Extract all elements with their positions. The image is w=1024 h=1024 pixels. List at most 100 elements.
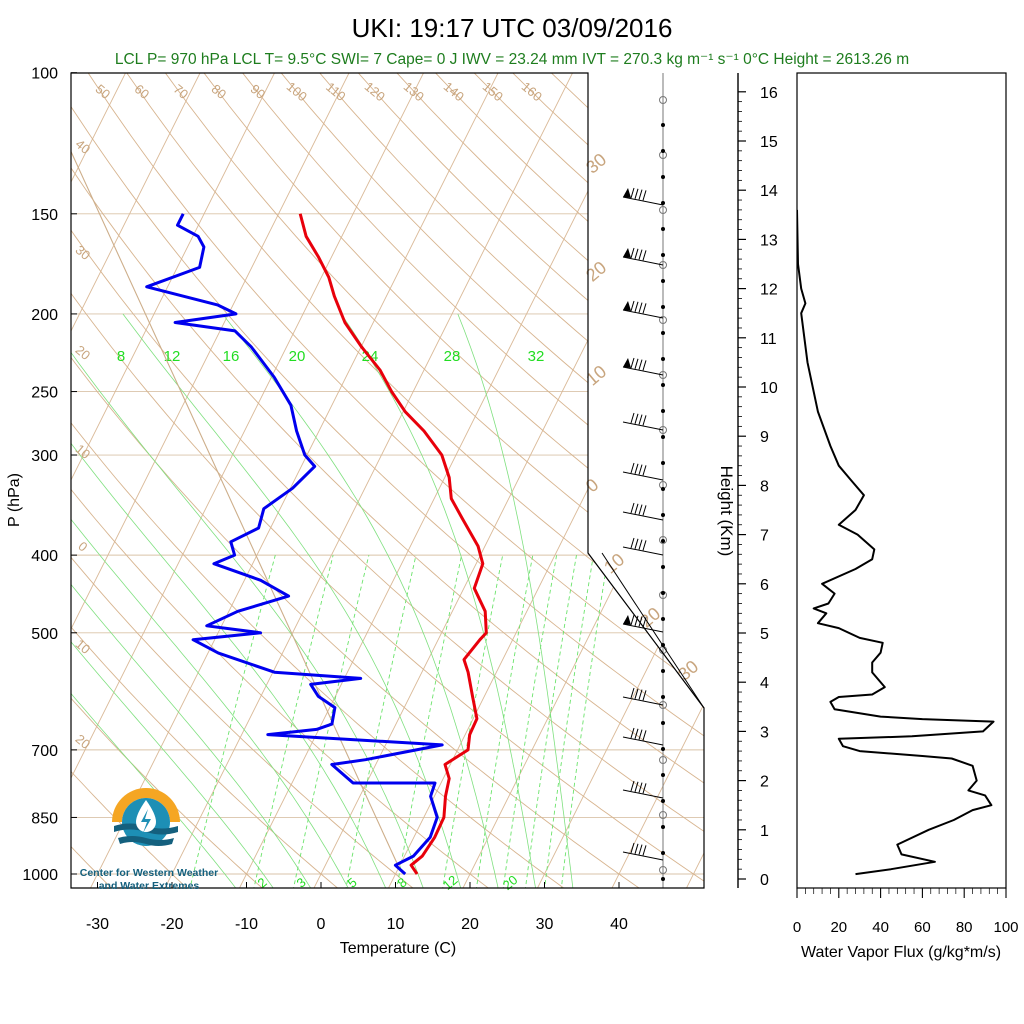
wind-barb — [622, 187, 664, 206]
adiabat-label: 10 — [73, 636, 94, 657]
wind-dot — [661, 279, 665, 283]
x-tick-label: -10 — [235, 916, 258, 933]
mixing-ratio-label: 12 — [164, 348, 181, 365]
height-tick-label: 10 — [760, 380, 778, 397]
flux-x-tick-label: 100 — [993, 919, 1018, 936]
mixing-ratio-line — [524, 555, 577, 888]
wind-dot — [661, 669, 665, 673]
wind-dot — [661, 747, 665, 751]
logo-wave-2 — [118, 836, 174, 846]
wind-dot — [661, 461, 665, 465]
isotherm — [163, 73, 574, 888]
height-tick-label: 4 — [760, 675, 769, 692]
mixing-ratio-line — [475, 555, 534, 888]
x-tick-label: 10 — [387, 916, 405, 933]
dry-adiabat — [164, 73, 704, 888]
isotherm — [610, 73, 704, 888]
moist-adiabat — [71, 313, 351, 888]
p-tick-label: 150 — [31, 207, 58, 224]
adiabat-label: 110 — [323, 79, 349, 104]
skew-t-line-labels: 50 60 70 80 90 100 110 120 130 140 150 160403020100… — [73, 79, 703, 893]
dry-adiabat — [87, 73, 704, 888]
x-tick-label: -30 — [86, 916, 109, 933]
wind-calm-marker — [659, 316, 667, 324]
p-tick-label: 500 — [31, 626, 58, 643]
mixing-ratio-line — [502, 555, 558, 888]
moist-adiabat — [71, 313, 313, 888]
logo-bolt-icon — [141, 809, 151, 833]
adiabat-label: 40 — [73, 136, 94, 157]
moist-adiabat — [340, 313, 537, 888]
wind-calm-marker — [659, 426, 667, 434]
wind-dot — [661, 825, 665, 829]
dry-adiabat — [589, 73, 704, 888]
mixing-ratio-label: 28 — [444, 348, 461, 365]
skew-t-x-axis-label: Temperature (C) — [340, 940, 456, 957]
dewpoint-profile — [145, 213, 444, 876]
p-tick-label: 850 — [31, 810, 58, 827]
skew-t-profiles — [71, 89, 488, 876]
isotherm-label: 20 — [582, 257, 610, 285]
wind-dot — [661, 721, 665, 725]
dry-adiabat — [71, 73, 704, 888]
wind-barb — [622, 412, 664, 431]
isotherm-label: 10 — [600, 549, 628, 577]
logo-text-line2: and Water Extremes — [99, 880, 200, 892]
height-tick-label: 3 — [760, 724, 769, 741]
logo-sun-arc — [112, 788, 180, 822]
wind-dot — [661, 565, 665, 569]
isotherm-label: 0 — [582, 475, 603, 497]
flux-x-tick-label: 60 — [914, 919, 931, 936]
dry-adiabat — [71, 73, 493, 888]
isotherm — [71, 73, 201, 888]
isotherm — [88, 73, 499, 888]
wind-dot — [661, 331, 665, 335]
isotherm — [71, 73, 276, 888]
moist-adiabat — [71, 313, 388, 888]
height-tick-label: 2 — [760, 774, 769, 791]
moist-adiabat — [222, 313, 500, 888]
height-tick-label: 16 — [760, 85, 778, 102]
wind-dot — [661, 591, 665, 595]
wind-dot — [661, 253, 665, 257]
p-tick-label: 100 — [31, 66, 58, 83]
p-tick-label: 300 — [31, 448, 58, 465]
wind-calm-marker — [659, 536, 667, 544]
dry-adiabat — [396, 73, 704, 888]
p-tick-label: 700 — [31, 743, 58, 760]
isotherm — [535, 73, 704, 888]
height-tick-label: 7 — [760, 528, 769, 545]
flux-x-tick-label: 80 — [956, 919, 973, 936]
wind-barbs — [622, 73, 667, 888]
dry-adiabat — [203, 73, 704, 888]
wind-dot — [661, 409, 665, 413]
wind-barb — [622, 614, 664, 633]
moist-adiabat — [71, 313, 239, 888]
wind-dot — [661, 851, 665, 855]
p-tick-label: 1000 — [22, 867, 58, 884]
dry-adiabat — [71, 73, 644, 888]
mixing-ratio-line — [543, 555, 594, 888]
wind-dot — [661, 539, 665, 543]
wind-barb — [622, 727, 664, 746]
flux-x-tick-label: 0 — [793, 919, 801, 936]
mixing-ratio-line — [395, 555, 463, 888]
dry-adiabat — [71, 73, 704, 888]
flux-y-axis-label: Height (Km) — [717, 466, 736, 557]
isotherm — [71, 73, 425, 888]
wind-barb — [622, 842, 664, 861]
isotherm — [71, 73, 350, 888]
adiabat-label: 20 — [73, 342, 94, 363]
wind-dot — [661, 123, 665, 127]
height-tick-label: 13 — [760, 232, 778, 249]
height-tick-label: 15 — [760, 134, 778, 151]
flux-x-tick-label: 20 — [830, 919, 847, 936]
height-tick-label: 14 — [760, 183, 778, 200]
mixing-ratio-label: 16 — [223, 348, 240, 365]
moist-adiabat — [71, 313, 425, 888]
wind-calm-marker — [659, 756, 667, 764]
wind-dot — [661, 799, 665, 803]
wind-calm-marker — [659, 96, 667, 104]
wind-dot — [661, 305, 665, 309]
